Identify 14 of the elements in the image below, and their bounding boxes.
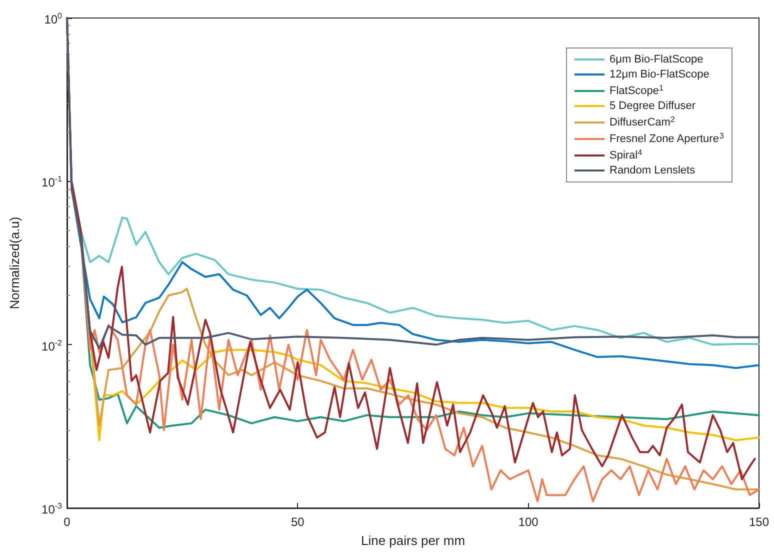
x-tick-label: 100 (518, 515, 539, 529)
legend-label: 5 Degree Diffuser (609, 100, 696, 112)
x-tick-label: 150 (748, 515, 770, 529)
y-tick-label: 10$^{0}$ (44, 10, 62, 26)
legend-label: 12μm Bio-FlatScope (609, 68, 710, 80)
x-tick-label: 50 (290, 515, 305, 529)
y-tick-label: 10$^{-2}$ (42, 337, 62, 354)
y-tick-label: 10$^{-1}$ (42, 174, 62, 190)
y-axis-title: Normalized(a.u) (7, 216, 22, 310)
x-tick-label: 0 (64, 515, 71, 529)
legend-label: 6μm Bio-FlatScope (609, 54, 704, 66)
x-axis-title: Line pairs per mm (360, 533, 466, 548)
y-tick-label: 10$^{-3}$ (42, 500, 62, 516)
legend-label: Random Lenslets (609, 164, 696, 176)
